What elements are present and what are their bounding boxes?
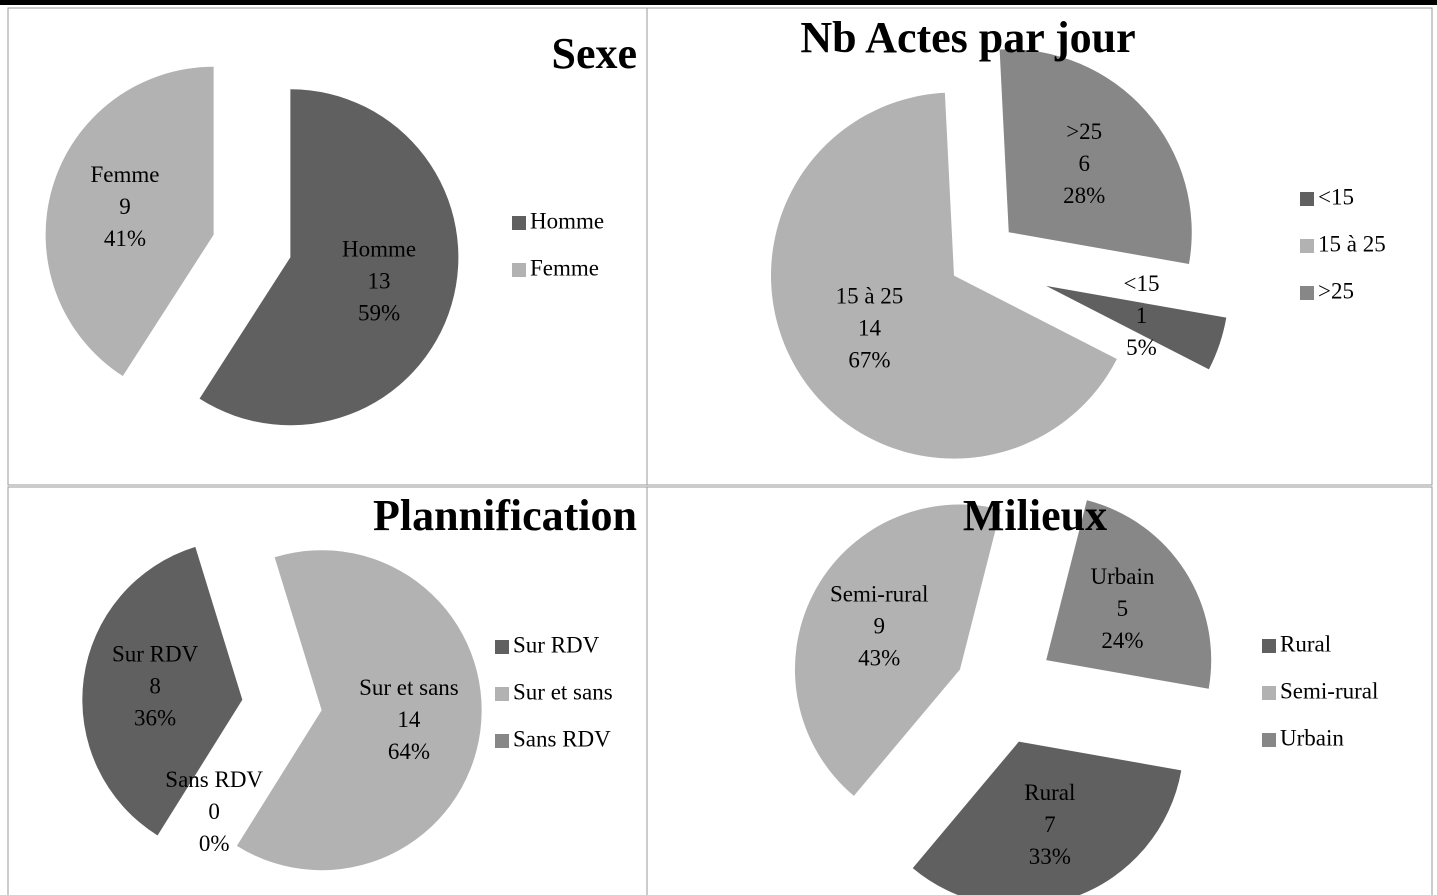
legend-swatch [495,734,509,748]
data-label: 36% [134,706,176,731]
data-label: 14 [858,315,882,340]
legend-swatch [495,687,509,701]
legend-label: Homme [530,208,604,233]
data-label: Urbain [1090,564,1154,589]
data-label: 9 [119,194,131,219]
data-label: 43% [858,645,900,670]
chart-title: Nb Actes par jour [800,13,1135,62]
data-label: 24% [1101,628,1143,653]
panel [646,7,1433,486]
legend-swatch [1300,192,1314,206]
data-label: 8 [149,674,161,699]
data-label: Sans RDV [165,767,263,792]
data-label: 14 [397,707,421,732]
pie-slice [794,504,1001,796]
data-label: Rural [1024,780,1075,805]
legend-swatch [495,640,509,654]
chart-title: Sexe [551,29,637,78]
legend-label: Sans RDV [513,726,611,751]
data-label: 41% [104,226,146,251]
data-label: >25 [1066,119,1102,144]
legend-label: Semi-rural [1280,678,1378,703]
legend-label: <15 [1318,184,1354,209]
legend-swatch [512,216,526,230]
legend-label: Urbain [1280,725,1344,750]
data-label: Homme [342,237,416,262]
data-label: 7 [1044,812,1056,837]
legend-label: 15 à 25 [1318,231,1386,256]
legend-label: Sur RDV [513,632,600,657]
data-label: Femme [90,162,159,187]
data-label: 33% [1029,844,1071,869]
legend-swatch [1300,286,1314,300]
panel [646,486,1433,895]
legend-swatch [512,263,526,277]
pie-slice [236,550,482,871]
chart-title: Plannification [373,491,637,540]
pie-slice [1046,500,1212,689]
pie-slice [199,89,459,426]
pie-slice [912,741,1182,895]
legend-swatch [1300,239,1314,253]
data-label: 5% [1126,335,1157,360]
legend-label: >25 [1318,278,1354,303]
data-label: 0% [199,831,230,856]
data-label: 1 [1136,303,1148,328]
data-label: <15 [1124,271,1160,296]
chart-title: Milieux [963,491,1107,540]
data-label: Semi-rural [830,581,928,606]
data-label: Sur et sans [359,675,459,700]
legend-label: Rural [1280,631,1331,656]
pie-slice [45,66,214,377]
data-label: 59% [358,301,400,326]
top-bar [0,0,1437,5]
legend-swatch [1262,733,1276,747]
data-label: 15 à 25 [836,283,904,308]
legend-label: Femme [530,255,599,280]
legend-label: Sur et sans [513,679,613,704]
legend-swatch [1262,639,1276,653]
data-label: 64% [388,739,430,764]
data-label: 5 [1117,596,1129,621]
pie-slice [999,49,1192,265]
data-label: 28% [1063,183,1105,208]
data-label: 67% [848,347,890,372]
pie-slice [1046,285,1227,370]
pie-slice [770,92,1117,459]
legend-swatch [1262,686,1276,700]
data-label: Sur RDV [112,642,199,667]
data-label: 9 [873,613,885,638]
data-label: 0 [208,799,220,824]
pie-slice [82,546,243,836]
data-label: 6 [1078,151,1090,176]
data-label: 13 [368,269,391,294]
